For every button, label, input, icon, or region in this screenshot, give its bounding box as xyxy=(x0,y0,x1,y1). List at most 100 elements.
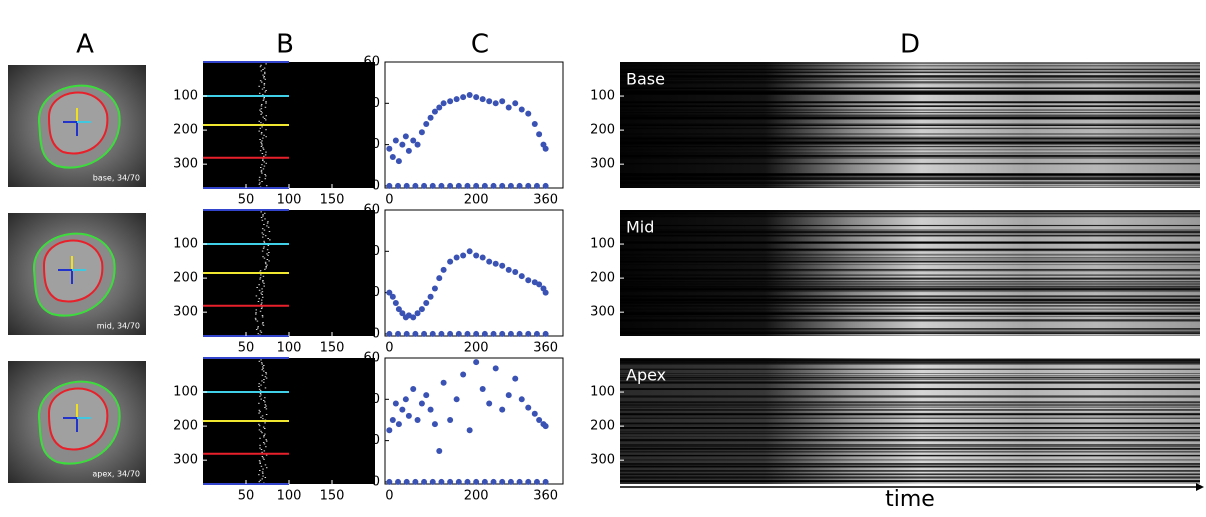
profile-dot xyxy=(255,319,257,321)
point xyxy=(505,104,512,111)
time-label: time xyxy=(885,487,935,512)
time-arrowhead xyxy=(1196,483,1204,491)
profile-dot xyxy=(262,256,264,258)
intensity-row xyxy=(620,140,1200,142)
row-label: Mid xyxy=(626,218,654,237)
point xyxy=(473,252,480,259)
y-tick-label: 20 xyxy=(363,137,380,152)
intensity-row xyxy=(620,479,1200,482)
intensity-row xyxy=(620,142,1200,144)
point xyxy=(395,421,402,428)
profile-dot xyxy=(260,394,262,396)
point xyxy=(533,478,540,485)
profile-dot xyxy=(263,134,265,136)
profile-dot xyxy=(259,277,262,279)
profile-dot xyxy=(267,238,269,239)
profile-dot xyxy=(262,74,264,76)
intensity-row xyxy=(620,409,1200,411)
intensity-row xyxy=(620,315,1200,317)
point xyxy=(481,478,488,485)
profile-dot xyxy=(259,330,262,332)
row-label: Base xyxy=(626,70,665,89)
profile-dot xyxy=(262,442,265,443)
profile-dot xyxy=(260,384,262,386)
point xyxy=(492,260,499,267)
profile-dot xyxy=(265,119,267,121)
profile-dot xyxy=(257,301,260,302)
profile-dot xyxy=(262,214,264,216)
point xyxy=(460,371,467,378)
point xyxy=(525,277,532,284)
intensity-row xyxy=(620,308,1200,311)
intensity-row xyxy=(620,404,1200,406)
panel-label: A xyxy=(76,30,94,60)
point xyxy=(525,182,532,189)
profile-dot xyxy=(261,432,263,434)
intensity-row xyxy=(620,465,1200,467)
profile-dot xyxy=(264,212,266,214)
profile-dot xyxy=(260,81,263,83)
profile-dot xyxy=(260,430,262,432)
y-tick-label: 40 xyxy=(363,96,380,111)
y-tick-label: 300 xyxy=(590,453,615,468)
y-tick-label: 40 xyxy=(363,392,380,407)
y-tick-label: 60 xyxy=(363,203,380,218)
point xyxy=(505,266,512,273)
intensity-row xyxy=(620,83,1200,85)
profile-dot xyxy=(258,388,261,390)
intensity-row xyxy=(620,145,1200,148)
profile-dot xyxy=(261,288,263,290)
intensity-row xyxy=(620,229,1200,231)
point xyxy=(464,182,471,189)
x-tick-label: 0 xyxy=(385,489,393,504)
intensity-row xyxy=(620,416,1200,418)
intensity-row xyxy=(620,157,1200,159)
intensity-row xyxy=(620,117,1200,119)
point xyxy=(455,182,462,189)
panel-label: D xyxy=(900,30,920,60)
x-tick-label: 50 xyxy=(238,489,255,504)
profile-dot xyxy=(261,369,263,371)
profile-dot xyxy=(261,315,264,316)
profile-dot xyxy=(267,245,270,246)
point xyxy=(421,478,428,485)
point xyxy=(518,396,525,403)
point xyxy=(499,406,506,413)
point xyxy=(473,94,480,101)
intensity-row xyxy=(620,258,1200,260)
y-tick-label: 200 xyxy=(590,271,615,286)
point xyxy=(455,330,462,337)
profile-dot xyxy=(262,168,265,170)
intensity-row xyxy=(620,281,1200,283)
intensity-row xyxy=(620,422,1200,425)
intensity-row xyxy=(620,215,1200,218)
point xyxy=(410,137,417,144)
profile-dot xyxy=(258,425,261,427)
point xyxy=(512,268,519,275)
point xyxy=(427,293,434,300)
profile-dot xyxy=(259,270,262,272)
point xyxy=(423,120,430,127)
profile-dot xyxy=(262,475,264,477)
intensity-row xyxy=(620,463,1200,465)
intensity-row xyxy=(620,65,1200,67)
x-tick-label: 360 xyxy=(533,193,558,208)
profile-dot xyxy=(260,274,262,276)
intensity-row xyxy=(620,248,1200,250)
profile-dot xyxy=(264,178,267,180)
profile-dot xyxy=(261,471,264,473)
profile-dot xyxy=(265,267,267,269)
point xyxy=(423,392,430,399)
intensity-row xyxy=(620,234,1200,236)
profile-dot xyxy=(265,372,267,373)
profile-dot xyxy=(261,316,264,318)
point xyxy=(436,104,443,111)
y-tick-label: 40 xyxy=(363,244,380,259)
intensity-row xyxy=(620,290,1200,293)
profile-dot xyxy=(263,161,266,163)
profile-dot xyxy=(260,105,263,107)
point xyxy=(499,182,506,189)
profile-dot xyxy=(266,259,269,260)
profile-dot xyxy=(263,77,265,79)
intensity-row xyxy=(620,440,1200,442)
